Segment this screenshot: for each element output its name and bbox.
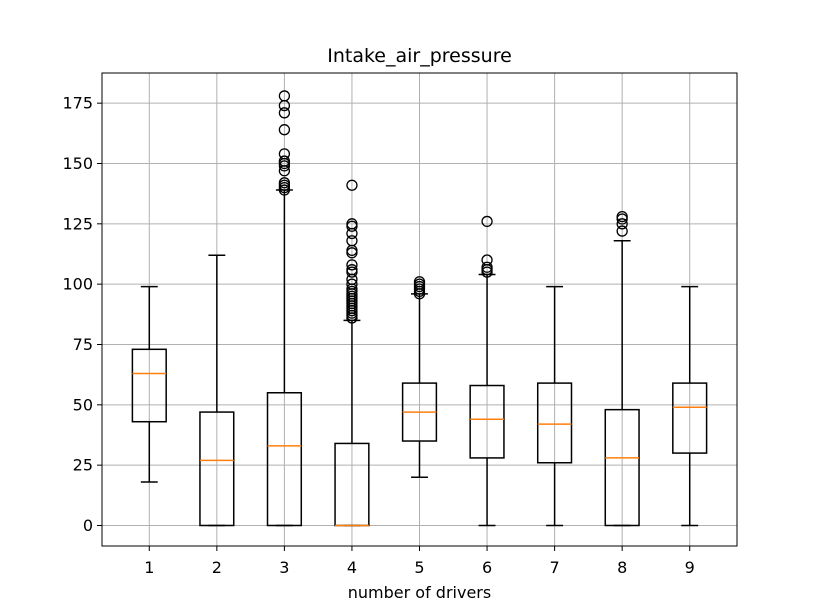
- iqr-box: [536, 382, 573, 464]
- outlier-point: [346, 278, 358, 290]
- outlier-point: [616, 218, 628, 230]
- outlier-point: [346, 259, 358, 271]
- box-group-5: [401, 276, 438, 478]
- box-group-4: [334, 179, 370, 527]
- outlier-point: [346, 235, 358, 247]
- box-group-1: [131, 285, 167, 483]
- outlier-point: [278, 90, 291, 102]
- box-group-6: [469, 215, 505, 527]
- outlier-point: [616, 225, 628, 237]
- outlier-point: [278, 155, 291, 167]
- box-group-3: [266, 90, 303, 527]
- x-tick-label: 7: [550, 558, 560, 577]
- outlier-point: [278, 177, 291, 189]
- iqr-box: [131, 348, 167, 423]
- outlier-point: [346, 264, 358, 276]
- x-tick-label: 1: [144, 558, 154, 577]
- y-tick-label: 75: [73, 335, 93, 354]
- iqr-box: [604, 408, 640, 527]
- x-tick-label: 6: [482, 558, 492, 577]
- outlier-point: [278, 124, 291, 136]
- outlier-point: [278, 107, 291, 119]
- x-axis-title: number of drivers: [348, 583, 491, 602]
- box-group-2: [199, 254, 235, 527]
- outlier-point: [481, 254, 493, 266]
- outlier-point: [616, 210, 628, 223]
- iqr-box: [266, 392, 303, 527]
- box-group-9: [672, 285, 708, 527]
- x-tick-label: 9: [685, 558, 695, 577]
- y-tick-label: 50: [73, 395, 93, 414]
- outlier-point: [346, 218, 358, 230]
- chart-title: Intake_air_pressure: [327, 45, 512, 67]
- y-tick-label: 175: [62, 94, 93, 113]
- x-tick-label: 2: [212, 558, 222, 577]
- y-tick-label: 100: [62, 275, 93, 294]
- y-tick-label: 125: [62, 214, 93, 233]
- boxes: [131, 90, 708, 527]
- box-group-8: [604, 210, 640, 527]
- box-group-7: [536, 285, 573, 527]
- y-tick-label: 150: [62, 154, 93, 173]
- outlier-point: [278, 148, 291, 160]
- x-tick-label: 8: [617, 558, 627, 577]
- y-tick-label: 0: [83, 516, 93, 535]
- x-tick-label: 3: [279, 558, 289, 577]
- iqr-box: [199, 411, 235, 527]
- outlier-point: [413, 276, 426, 288]
- x-tick-label: 5: [414, 558, 424, 577]
- iqr-box: [469, 384, 505, 459]
- iqr-box: [672, 382, 708, 454]
- y-tick-label: 25: [73, 456, 93, 475]
- outlier-point: [481, 261, 493, 273]
- outlier-point: [481, 215, 493, 228]
- x-tick-label: 4: [347, 558, 357, 577]
- ticks: 0 25 50 75 100 125 150 175 1 2 3 4 5 6 7 8 9: [62, 94, 694, 577]
- outlier-point: [346, 179, 358, 191]
